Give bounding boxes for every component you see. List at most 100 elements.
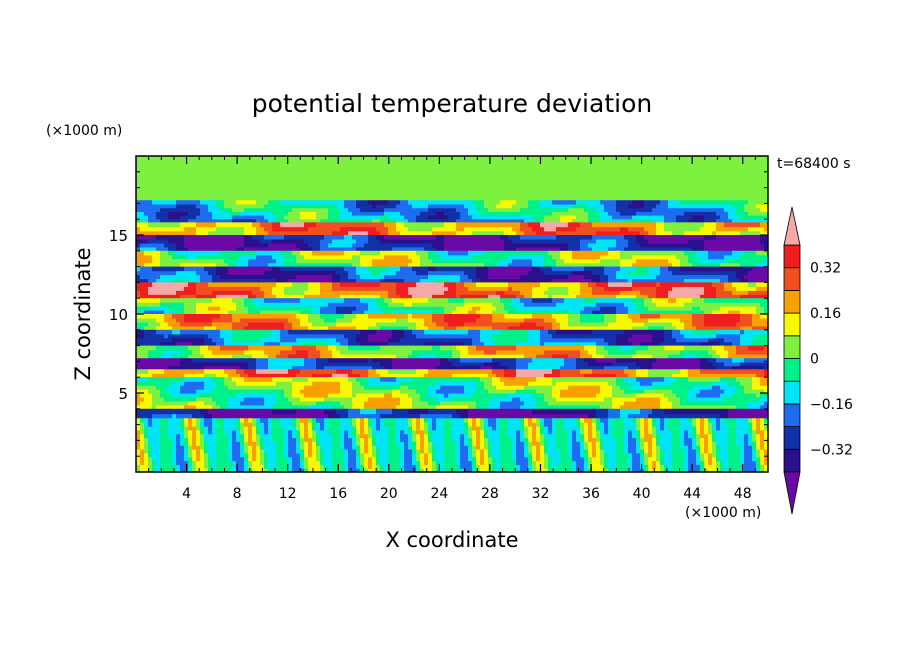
field-cell: [388, 172, 393, 177]
field-cell: [588, 222, 593, 228]
field-cell: [572, 207, 577, 212]
field-cell: [744, 176, 749, 181]
field-cell: [452, 274, 457, 280]
field-cell: [460, 207, 465, 212]
field-cell: [320, 164, 325, 169]
field-cell: [200, 211, 205, 216]
field-cell: [668, 172, 673, 177]
field-cell: [272, 156, 277, 161]
field-cell: [348, 207, 353, 212]
field-cell: [408, 270, 413, 276]
field-cell: [468, 235, 473, 240]
field-cell: [700, 258, 705, 264]
field-cell: [380, 160, 385, 165]
field-cell: [236, 168, 241, 173]
field-cell: [224, 156, 229, 161]
field-cell: [384, 226, 389, 232]
field-cell: [344, 164, 349, 169]
field-cell: [348, 222, 353, 228]
field-cell: [364, 258, 369, 264]
field-cell: [516, 226, 521, 232]
field-cell: [756, 270, 761, 276]
field-cell: [736, 258, 741, 264]
field-cell: [632, 188, 637, 193]
field-cell: [252, 214, 257, 220]
field-cell: [416, 164, 421, 169]
field-cell: [544, 274, 549, 280]
field-cell: [352, 160, 357, 165]
field-cell: [736, 160, 741, 165]
field-cell: [608, 270, 613, 276]
field-cell: [500, 258, 505, 264]
field-cell: [528, 222, 533, 228]
field-cell: [216, 274, 221, 280]
field-cell: [532, 218, 537, 223]
field-cell: [204, 230, 209, 236]
field-cell: [600, 258, 605, 264]
field-cell: [332, 196, 337, 201]
field-cell: [136, 188, 141, 193]
field-cell: [172, 168, 177, 173]
field-cell: [488, 218, 493, 223]
field-cell: [636, 188, 641, 193]
field-cell: [424, 172, 429, 177]
field-cell: [328, 222, 333, 228]
field-cell: [588, 242, 593, 248]
field-cell: [716, 180, 721, 185]
field-cell: [700, 164, 705, 169]
field-cell: [344, 258, 349, 264]
field-cell: [156, 188, 161, 193]
field-cell: [332, 274, 337, 280]
field-cell: [288, 156, 293, 161]
field-cell: [216, 160, 221, 165]
field-cell: [388, 230, 393, 236]
field-cell: [680, 270, 685, 276]
field-cell: [620, 188, 625, 193]
field-cell: [228, 156, 233, 161]
field-cell: [372, 207, 377, 212]
field-cell: [148, 266, 153, 272]
field-cell: [652, 207, 657, 212]
field-cell: [316, 176, 321, 181]
field-cell: [272, 218, 277, 223]
field-cell: [312, 180, 317, 185]
field-cell: [684, 246, 689, 252]
field-cell: [496, 203, 501, 209]
field-cell: [584, 168, 589, 173]
field-cell: [224, 203, 229, 209]
field-cell: [152, 230, 157, 236]
field-cell: [748, 262, 753, 268]
field-cell: [200, 235, 205, 240]
field-cell: [552, 172, 557, 177]
field-cell: [616, 192, 621, 197]
field-cell: [540, 168, 545, 173]
field-cell: [652, 258, 657, 264]
field-cell: [572, 196, 577, 201]
field-cell: [664, 200, 669, 205]
field-cell: [744, 218, 749, 223]
field-cell: [388, 226, 393, 232]
field-cell: [496, 222, 501, 228]
field-cell: [492, 270, 497, 276]
field-cell: [696, 192, 701, 197]
field-cell: [588, 235, 593, 240]
field-cell: [752, 196, 757, 201]
field-cell: [356, 176, 361, 181]
field-cell: [236, 172, 241, 177]
field-cell: [572, 188, 577, 193]
field-cell: [696, 196, 701, 201]
field-cell: [744, 230, 749, 236]
field-cell: [612, 235, 617, 240]
field-cell: [216, 262, 221, 268]
field-cell: [644, 250, 649, 256]
field-cell: [160, 207, 165, 212]
field-cell: [468, 278, 473, 283]
field-cell: [428, 230, 433, 236]
field-cell: [736, 230, 741, 236]
field-cell: [324, 160, 329, 165]
field-cell: [136, 184, 141, 189]
field-cell: [656, 235, 661, 240]
field-cell: [232, 200, 237, 205]
field-cell: [432, 250, 437, 256]
field-cell: [688, 218, 693, 223]
